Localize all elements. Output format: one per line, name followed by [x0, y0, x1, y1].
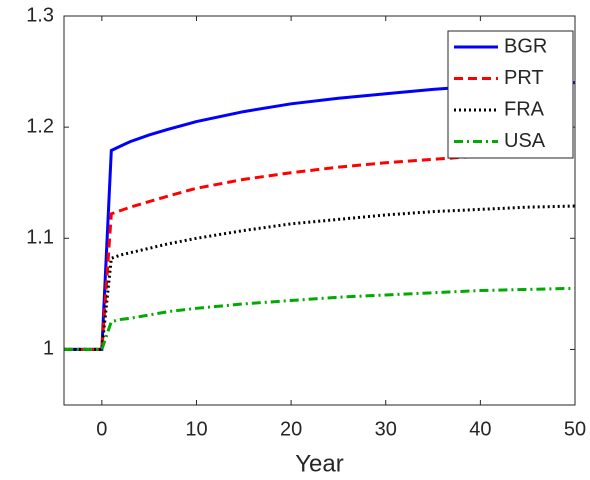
y-tick-label: 1.1: [26, 227, 54, 249]
x-tick-label: 0: [96, 418, 107, 440]
series-line: [64, 204, 576, 351]
legend-box: [447, 30, 574, 159]
series-line: [64, 286, 576, 351]
y-tick-label: 1.3: [26, 4, 54, 26]
y-tick-label: 1: [43, 338, 54, 360]
y-tick-label: 1.2: [26, 115, 54, 137]
legend-label: FRA: [504, 98, 545, 120]
x-tick-label: 50: [564, 418, 586, 440]
x-tick-label: 10: [185, 418, 207, 440]
plot-frame: [63, 15, 576, 406]
x-axis-label: Year: [295, 450, 344, 477]
x-tick-label: 40: [469, 418, 491, 440]
x-tick-label: 20: [280, 418, 302, 440]
legend-label: PRT: [504, 67, 544, 89]
legend-label: BGR: [504, 35, 547, 57]
legend-label: USA: [504, 130, 546, 152]
x-tick-label: 30: [375, 418, 397, 440]
